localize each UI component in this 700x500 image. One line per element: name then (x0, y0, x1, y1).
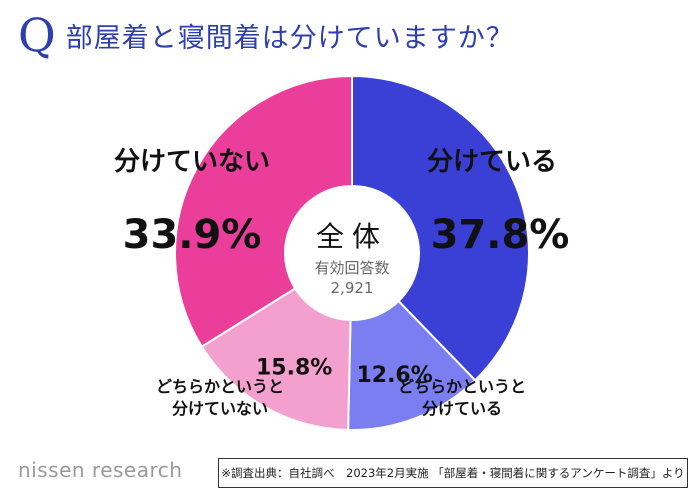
center-subtitle: 有効回答数 (314, 259, 389, 277)
center-hole (284, 185, 420, 321)
source-note: ※調査出典：自社調べ 2023年2月実施 「部屋着・寝間着に関するアンケート調査… (218, 458, 688, 488)
slice-separate (351, 74, 530, 382)
q-mark: Q (18, 8, 56, 62)
brand-logo: nissen research (18, 458, 183, 482)
category-label-separate-line-1: 分けている (427, 147, 557, 177)
category-label-somewhat_not-line-1: どちらかというと (156, 377, 284, 396)
percent-label-not_separate: 33.9% (123, 212, 262, 258)
category-label-somewhat_not-line-2: 分けていない (172, 399, 268, 418)
center-count: 2,921 (331, 279, 374, 297)
category-label-not_separate-line-1: 分けていない (114, 147, 270, 177)
question-text: 部屋着と寝間着は分けていますか？ (65, 22, 514, 54)
category-label-somewhat_separate-line-2: 分けている (422, 399, 502, 418)
center-title: 全体 (316, 220, 388, 253)
percent-label-separate: 37.8% (431, 212, 570, 258)
percent-label-somewhat_not: 15.8% (256, 356, 332, 381)
percent-label-somewhat_separate: 12.6% (356, 363, 432, 388)
category-label-somewhat_separate-line-1: どちらかというと (398, 377, 526, 396)
question-title: Q 部屋着と寝間着は分けていますか？ (18, 10, 514, 60)
